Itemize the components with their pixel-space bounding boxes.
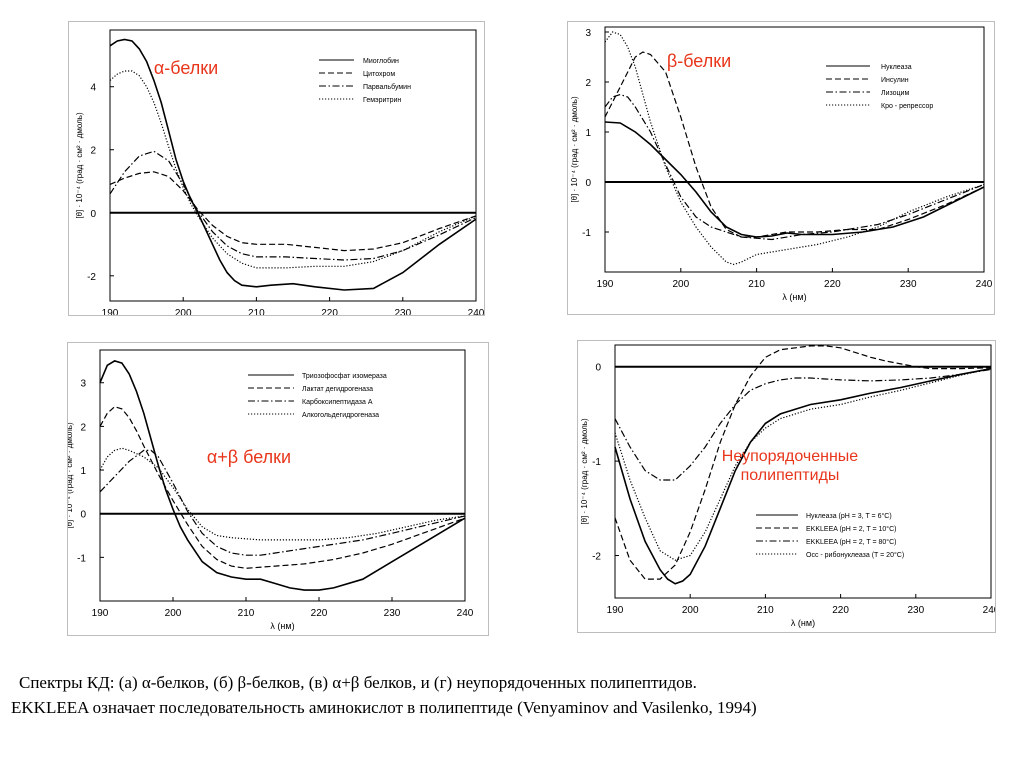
x-tick-label: 240 [983, 605, 995, 616]
legend-label: Лизоцим [881, 90, 909, 97]
series-line-1 [604, 121, 985, 238]
chart-annotation: α+β белки [207, 447, 291, 467]
chart-svg-beta: 190 200 210 220 230 240 -1 0 1 2 3 λ (нм) [θ] · 10⁻⁴… [570, 26, 993, 302]
y-tick-label: 0 [595, 363, 601, 374]
legend-label: EKKLEEA (pH = 2, T = 10°C) [806, 525, 896, 533]
chart-panel-alphabeta: 190 200 210 220 230 240 -1 0 1 2 3 λ (нм) [θ] · 10⁻⁴… [67, 342, 489, 636]
x-tick-label: 230 [907, 605, 924, 616]
x-tick-label: 190 [607, 605, 624, 616]
y-axis-label: [θ] · 10⁻⁴ (град · см² · дмоль) [68, 422, 74, 529]
plot-frame [614, 344, 992, 599]
x-tick-label: 240 [468, 308, 484, 315]
y-tick-label: 4 [90, 83, 96, 94]
x-tick-label: 190 [597, 279, 614, 290]
y-tick-label: -1 [77, 553, 86, 564]
legend-label: Кро - репрессор [881, 103, 933, 110]
legend-label: Триозофосфат изомераза [302, 373, 387, 380]
series-line-3 [604, 93, 985, 241]
series-line-3 [99, 449, 466, 556]
y-axis-label: [θ] · 10⁻⁴ (град · см² · дмоль) [570, 96, 579, 203]
y-tick-label: 0 [90, 209, 96, 220]
plot-frame [604, 26, 985, 273]
y-tick-label: -2 [592, 552, 601, 563]
chart-svg-alphabeta: 190 200 210 220 230 240 -1 0 1 2 3 λ (нм) [θ] · 10⁻⁴… [68, 349, 474, 631]
x-tick-label: 240 [457, 608, 474, 619]
x-tick-label: 190 [92, 608, 109, 619]
chart-svg-disordered: 190 200 210 220 230 240 -2 -1 0 λ (нм) [θ] · 10⁻⁴ … [580, 344, 995, 628]
chart-panel-beta: 190 200 210 220 230 240 -1 0 1 2 3 λ (нм) [θ] · 10⁻⁴… [567, 21, 995, 315]
legend-label: Осс - рибонуклеаза (T = 20°C) [806, 551, 904, 559]
legend-label: Алкогольдегидрогеназа [302, 412, 379, 419]
series-line-4 [604, 31, 985, 266]
series-line-1 [99, 360, 466, 591]
x-axis-label: λ (нм) [791, 618, 815, 628]
y-tick-label: 1 [80, 466, 86, 477]
legend-label: Цитохром [363, 71, 395, 78]
y-axis-label: [θ] · 10⁻⁴ (град · см² · дмоль) [75, 112, 84, 219]
x-tick-label: 220 [321, 308, 338, 315]
series-line-1 [614, 367, 992, 585]
y-tick-label: 2 [90, 146, 96, 157]
series-line-2 [614, 345, 992, 580]
chart-annotation: Неупорядоченные [722, 448, 859, 465]
y-tick-label: 0 [80, 510, 86, 521]
x-tick-label: 220 [311, 608, 328, 619]
x-tick-label: 210 [238, 608, 255, 619]
y-tick-label: 1 [585, 128, 591, 139]
x-tick-label: 220 [832, 605, 849, 616]
x-tick-label: 200 [672, 279, 689, 290]
plot-frame [99, 349, 466, 602]
x-tick-label: 240 [976, 279, 993, 290]
legend-label: Миоглобин [363, 57, 399, 65]
figure-caption-line-1: Спектры КД: (а) α-белков, (б) β-белков, … [19, 673, 697, 692]
y-tick-label: 2 [585, 78, 591, 89]
series-line-4 [109, 70, 477, 269]
chart-annotation: β-белки [667, 51, 731, 71]
x-tick-label: 230 [900, 279, 917, 290]
legend-label: Лактат дегидрогеназа [302, 386, 373, 393]
y-tick-label: 3 [80, 379, 86, 390]
series-line-1 [109, 38, 477, 291]
x-axis-label: λ (нм) [270, 621, 294, 631]
chart-panel-disordered: 190 200 210 220 230 240 -2 -1 0 λ (нм) [θ] · 10⁻⁴ … [577, 340, 996, 633]
legend-label: Инсулин [881, 77, 909, 84]
series-line-4 [614, 368, 992, 561]
legend-label: EKKLEEA (pH = 2, T = 80°C) [806, 538, 896, 546]
x-tick-label: 210 [248, 308, 265, 315]
legend-label: Нуклеаза (pH = 3, T = 6°C) [806, 512, 892, 520]
y-axis-label: [θ] · 10⁻⁴ (град · см² · дмоль) [580, 418, 589, 525]
x-tick-label: 230 [384, 608, 401, 619]
y-tick-label: 2 [80, 422, 86, 433]
series-line-2 [109, 171, 477, 252]
series-line-2 [604, 51, 985, 238]
y-tick-label: -1 [592, 457, 601, 468]
x-tick-label: 220 [824, 279, 841, 290]
x-axis-label: λ (нм) [782, 292, 806, 302]
figure-caption-line-2: EKKLEEA означает последовательность амин… [11, 698, 757, 717]
x-tick-label: 200 [682, 605, 699, 616]
series-line-3 [109, 150, 477, 261]
x-tick-label: 190 [102, 308, 119, 315]
chart-annotation: полипептиды [741, 467, 840, 484]
plot-frame [109, 29, 477, 302]
x-tick-label: 210 [757, 605, 774, 616]
chart-annotation: α-белки [154, 58, 218, 78]
y-tick-label: 3 [585, 28, 591, 39]
legend-label: Гемэритрин [363, 97, 401, 104]
y-tick-label: -1 [582, 228, 591, 239]
x-tick-label: 210 [748, 279, 765, 290]
x-tick-label: 200 [175, 308, 192, 315]
legend-label: Нуклеаза [881, 64, 912, 71]
x-tick-label: 230 [394, 308, 411, 315]
x-tick-label: 200 [165, 608, 182, 619]
series-line-4 [99, 447, 466, 541]
y-tick-label: -2 [87, 272, 96, 283]
legend-label: Карбоксипептидаза А [302, 398, 373, 406]
y-tick-label: 0 [585, 178, 591, 189]
legend-label: Парвальбумин [363, 83, 411, 91]
series-line-2 [99, 406, 466, 569]
series-line-3 [614, 368, 992, 481]
